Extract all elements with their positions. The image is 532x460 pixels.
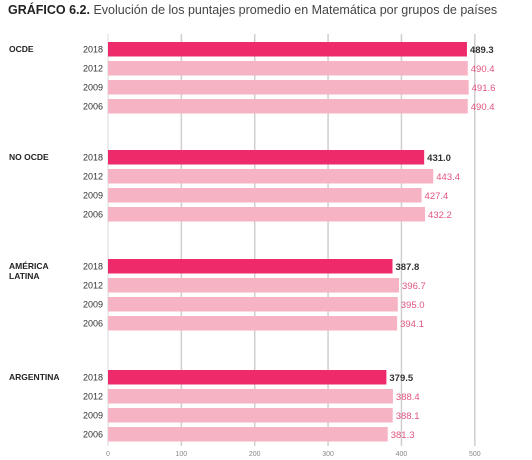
group-label: AMÉRICA bbox=[9, 261, 49, 271]
year-label: 2006 bbox=[83, 319, 103, 329]
data-label: 396.7 bbox=[402, 281, 426, 292]
year-label: 2018 bbox=[83, 45, 103, 55]
data-label: 395.0 bbox=[401, 300, 425, 311]
data-label: 381.3 bbox=[391, 430, 415, 441]
bar bbox=[108, 80, 469, 95]
year-label: 2009 bbox=[83, 191, 103, 201]
data-label: 394.1 bbox=[400, 319, 424, 330]
data-label: 491.6 bbox=[472, 83, 496, 94]
bar bbox=[108, 370, 387, 385]
year-label: 2018 bbox=[83, 373, 103, 383]
data-label: 388.4 bbox=[396, 392, 420, 403]
year-label: 2006 bbox=[83, 430, 103, 440]
data-label: 443.4 bbox=[436, 172, 460, 183]
group-label: NO OCDE bbox=[9, 152, 49, 162]
data-label: 489.3 bbox=[470, 45, 494, 56]
year-label: 2018 bbox=[83, 262, 103, 272]
data-label: 490.4 bbox=[471, 64, 495, 75]
bar bbox=[108, 207, 426, 222]
year-label: 2006 bbox=[83, 210, 103, 220]
chart-title-prefix: GRÁFICO 6.2. bbox=[8, 3, 90, 17]
bar bbox=[108, 169, 434, 184]
bar bbox=[108, 42, 467, 57]
year-label: 2012 bbox=[83, 64, 103, 74]
bar bbox=[108, 389, 393, 404]
bar bbox=[108, 61, 468, 76]
x-tick-label: 400 bbox=[396, 451, 408, 458]
group-label: LATINA bbox=[9, 271, 40, 281]
data-label: 432.2 bbox=[428, 210, 452, 221]
x-tick-label: 100 bbox=[176, 451, 188, 458]
year-label: 2009 bbox=[83, 83, 103, 93]
year-label: 2012 bbox=[83, 392, 103, 402]
bar bbox=[108, 316, 398, 331]
data-label: 427.4 bbox=[425, 191, 449, 202]
bar bbox=[108, 150, 425, 165]
data-label: 490.4 bbox=[471, 102, 495, 113]
year-label: 2018 bbox=[83, 153, 103, 163]
data-label: 387.8 bbox=[395, 262, 419, 273]
chart-title: GRÁFICO 6.2. Evolución de los puntajes p… bbox=[8, 3, 497, 17]
year-label: 2006 bbox=[83, 102, 103, 112]
bar bbox=[108, 297, 398, 312]
chart-title-text: Evolución de los puntajes promedio en Ma… bbox=[93, 3, 498, 17]
year-label: 2012 bbox=[83, 281, 103, 291]
x-tick-label: 200 bbox=[249, 451, 261, 458]
year-label: 2012 bbox=[83, 172, 103, 182]
bar bbox=[108, 188, 422, 203]
bar bbox=[108, 408, 393, 423]
bar bbox=[108, 259, 393, 274]
year-label: 2009 bbox=[83, 300, 103, 310]
x-tick-label: 0 bbox=[106, 451, 110, 458]
bar bbox=[108, 427, 388, 442]
data-label: 431.0 bbox=[427, 153, 451, 164]
bar bbox=[108, 278, 400, 293]
bar bbox=[108, 99, 468, 114]
group-label: ARGENTINA bbox=[9, 372, 60, 382]
data-label: 379.5 bbox=[389, 373, 413, 384]
x-tick-label: 500 bbox=[469, 451, 481, 458]
group-label: OCDE bbox=[9, 44, 34, 54]
data-label: 388.1 bbox=[396, 411, 420, 422]
year-label: 2009 bbox=[83, 411, 103, 421]
x-tick-label: 300 bbox=[322, 451, 334, 458]
